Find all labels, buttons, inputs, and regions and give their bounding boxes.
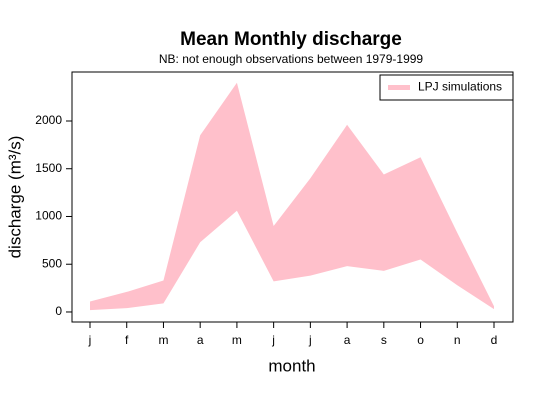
chart-title: Mean Monthly discharge xyxy=(180,29,402,50)
y-tick-label: 2000 xyxy=(35,113,62,127)
x-tick-label: m xyxy=(232,333,242,347)
y-tick-label: 0 xyxy=(55,304,62,318)
y-tick-label: 1500 xyxy=(35,161,62,175)
x-tick-label: n xyxy=(454,333,461,347)
x-tick-label: j xyxy=(308,333,312,347)
x-axis-label: month xyxy=(268,356,315,375)
x-tick-label: m xyxy=(158,333,168,347)
y-axis-label: discharge (m³/s) xyxy=(5,136,24,259)
plot-frame xyxy=(71,71,514,323)
x-tick-label: a xyxy=(197,333,204,347)
x-tick-label: j xyxy=(271,333,275,347)
x-tick-label: j xyxy=(88,333,92,347)
chart-subtitle: NB: not enough observations between 1979… xyxy=(159,52,424,66)
y-tick-label: 1000 xyxy=(35,209,62,223)
x-tick-label: f xyxy=(125,333,129,347)
x-tick-label: a xyxy=(344,333,351,347)
y-tick-label: 500 xyxy=(42,256,62,270)
range-band xyxy=(90,82,494,311)
x-tick-label: s xyxy=(381,333,387,347)
legend-label: LPJ simulations xyxy=(418,80,502,94)
x-tick-label: d xyxy=(491,333,498,347)
x-tick-label: o xyxy=(417,333,424,347)
